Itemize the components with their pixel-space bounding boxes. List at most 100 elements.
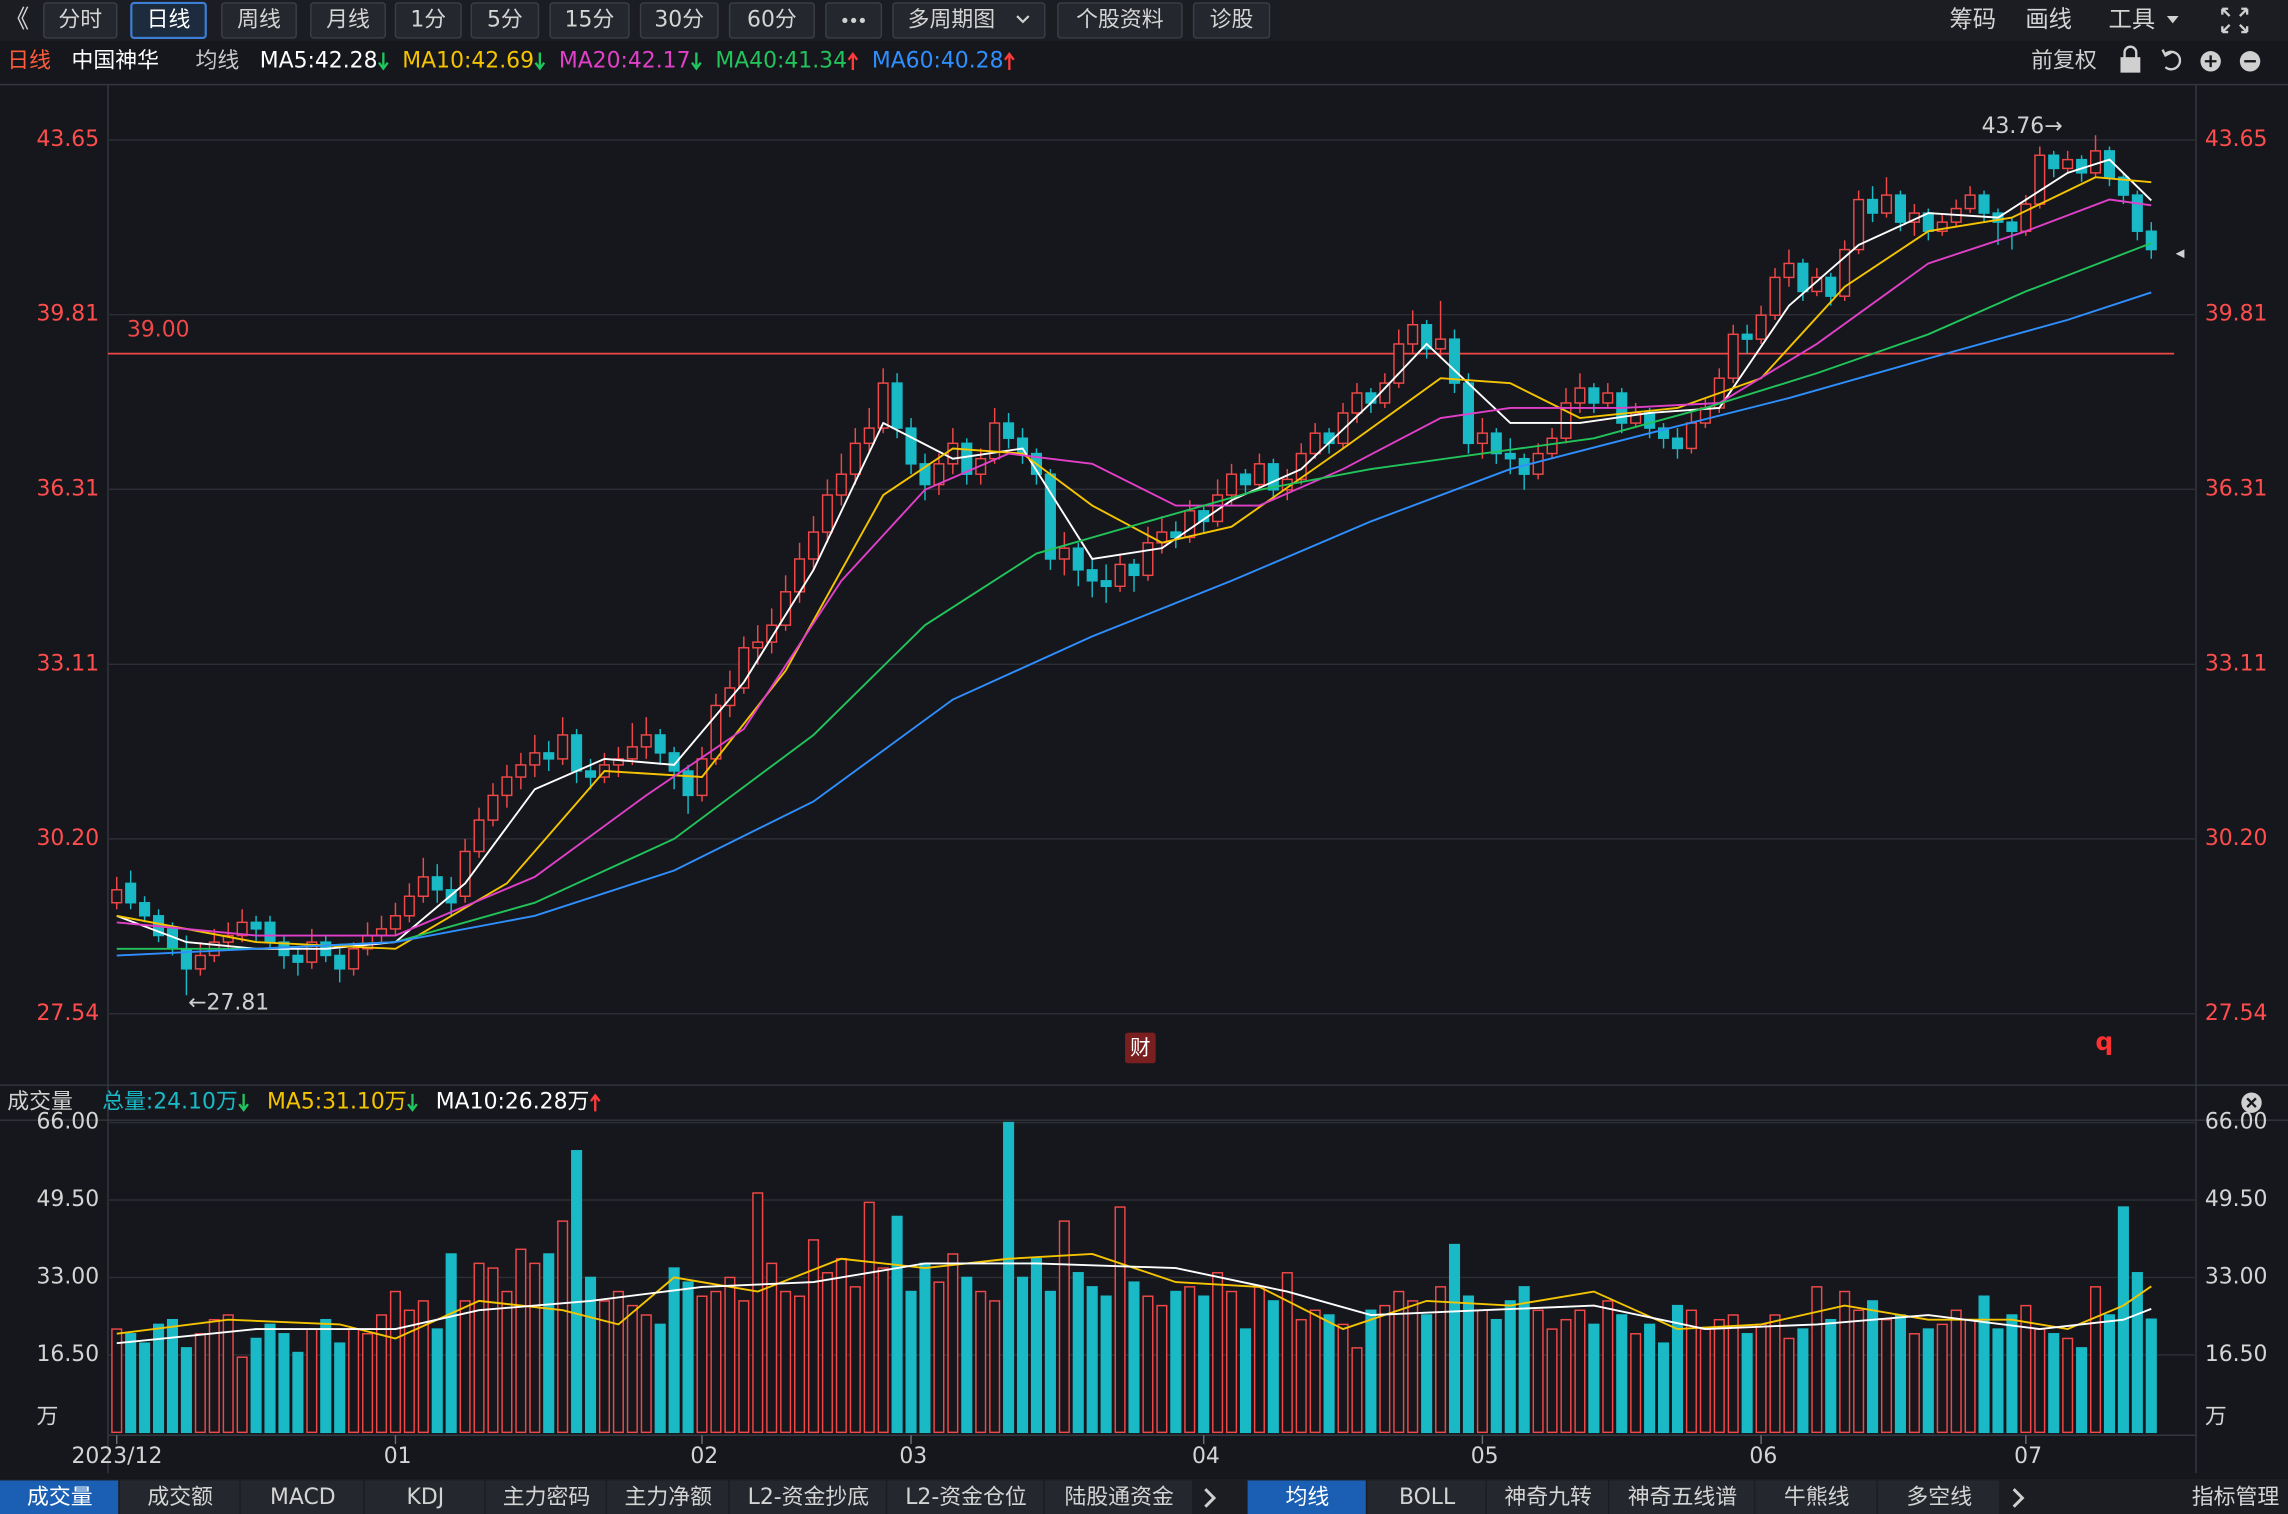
bottom-tab[interactable]: MACD: [270, 1485, 336, 1510]
back-button[interactable]: 《: [4, 4, 29, 33]
volume-bar: [375, 1314, 388, 1434]
volume-bar: [362, 1333, 374, 1434]
volume-bar: [807, 1239, 820, 1434]
bottom-tab-bg[interactable]: [607, 1480, 729, 1514]
toolbar-tab[interactable]: 15分: [565, 7, 615, 32]
bottom-tab[interactable]: KDJ: [407, 1485, 445, 1510]
bottom-tab[interactable]: 陆股通资金: [1064, 1485, 1174, 1510]
candle-body: [1727, 333, 1739, 379]
toolbar-tab-bg[interactable]: [394, 2, 462, 39]
finance-badge[interactable]: [1125, 1032, 1156, 1064]
indicator-manage[interactable]: 指标管理: [2192, 1485, 2280, 1510]
toolbar-tab[interactable]: 周线: [237, 7, 281, 32]
toolbar-tab-bg[interactable]: [728, 2, 815, 39]
candle-body: [2131, 194, 2143, 232]
volume-bar: [1128, 1281, 1140, 1434]
toolbar-extra-bg[interactable]: [1057, 2, 1183, 39]
candle-body: [626, 746, 638, 760]
volume-bar: [1003, 1121, 1015, 1434]
candle-body: [515, 764, 527, 778]
toolbar-tab-bg[interactable]: [310, 2, 386, 39]
candle-body: [125, 882, 137, 904]
toolbar-tab-bg[interactable]: [221, 2, 297, 39]
toolbar-right[interactable]: 画线: [2025, 5, 2072, 33]
toolbar-extra[interactable]: 个股资料: [1076, 7, 1164, 32]
x-tick-label: 05: [1471, 1444, 1499, 1469]
toolbar-extra-bg[interactable]: [892, 2, 1046, 39]
bottom-tab-bg[interactable]: [0, 1480, 119, 1514]
toolbar-tab[interactable]: 30分: [654, 7, 704, 32]
bottom-tab-bg[interactable]: [1044, 1480, 1193, 1514]
candle-body: [1936, 221, 1948, 232]
x-tick-label: 02: [690, 1444, 718, 1469]
candle-body: [403, 895, 415, 917]
bottom-tab[interactable]: 主力密码: [503, 1485, 591, 1510]
bottom-tab[interactable]: 多空线: [1906, 1485, 1972, 1510]
bottom-tab-bg[interactable]: [1755, 1480, 1877, 1514]
bottom-tab[interactable]: 成交量: [27, 1485, 93, 1510]
more-dot: [850, 17, 857, 24]
bottom-tab-bg[interactable]: [485, 1480, 606, 1514]
bottom-tab[interactable]: L2-资金仓位: [905, 1485, 1027, 1510]
toolbar-extra[interactable]: 诊股: [1210, 7, 1254, 32]
bottom-tab-bg[interactable]: [887, 1480, 1044, 1514]
candle-body: [1421, 323, 1433, 350]
candle-body: [807, 531, 820, 560]
bottom-tab[interactable]: L2-资金抄底: [748, 1485, 870, 1510]
ma-legend: MA5:42.28: [260, 48, 378, 73]
bottom-tab-bg[interactable]: [119, 1480, 240, 1514]
bottom-tab[interactable]: 主力净额: [625, 1485, 713, 1510]
volume-bar: [863, 1201, 875, 1434]
bottom-tab[interactable]: 成交额: [147, 1485, 213, 1510]
bottom-tab[interactable]: 神奇九转: [1504, 1485, 1592, 1510]
toolbar-tab[interactable]: 5分: [487, 7, 523, 32]
ma-line: [116, 176, 2152, 950]
toolbar-tab-bg[interactable]: [549, 2, 630, 39]
tab-scroll-arrows[interactable]: [1204, 1488, 2025, 1508]
lock-icon[interactable]: [2120, 57, 2141, 73]
candle-body: [1058, 547, 1070, 560]
toolbar-tab-bg[interactable]: [639, 2, 719, 39]
toolbar-tab[interactable]: 日线: [147, 7, 191, 32]
undo-icon[interactable]: [2161, 49, 2182, 71]
volume-tick-label-right: 49.50: [2205, 1187, 2268, 1212]
adjust-mode[interactable]: 前复权: [2031, 48, 2097, 73]
volume-bar: [1309, 1309, 1321, 1434]
volume-bar: [2048, 1333, 2060, 1434]
toolbar-tab[interactable]: 月线: [326, 7, 370, 32]
bottom-tab[interactable]: BOLL: [1399, 1485, 1456, 1510]
toolbar-right[interactable]: 工具: [2109, 5, 2156, 33]
toolbar-tab[interactable]: 60分: [747, 7, 797, 32]
bottom-tab-bg[interactable]: [1486, 1480, 1609, 1514]
toolbar-extra[interactable]: 多周期图: [908, 7, 996, 32]
volume-bar: [1908, 1333, 1920, 1434]
toolbar-tab-bg[interactable]: [43, 2, 118, 39]
candle-body: [682, 770, 694, 797]
volume-bar: [1922, 1328, 1934, 1434]
volume-bar: [543, 1253, 555, 1434]
finance-badge-text[interactable]: 财: [1130, 1036, 1150, 1060]
toolbar-right[interactable]: 筹码: [1949, 5, 1996, 33]
close-x: [2246, 1097, 2257, 1108]
toolbar-tab[interactable]: 1分: [410, 7, 446, 32]
candle-body: [905, 427, 917, 465]
toolbar-tab-bg[interactable]: [130, 1, 207, 40]
fullscreen-icon[interactable]: [2221, 7, 2249, 34]
candle-body: [1894, 194, 1906, 223]
bottom-tab-bg[interactable]: [729, 1480, 886, 1514]
toolbar-tab-bg[interactable]: [470, 2, 540, 39]
bottom-tab-bg[interactable]: [240, 1480, 364, 1514]
bottom-tab[interactable]: 均线: [1286, 1485, 1330, 1510]
bottom-tab[interactable]: 牛熊线: [1784, 1485, 1850, 1510]
bottom-tab-bg[interactable]: [1367, 1480, 1486, 1514]
volume-bar: [2020, 1304, 2032, 1434]
volume-bar: [1853, 1309, 1865, 1434]
toolbar-tab[interactable]: 分时: [58, 7, 102, 32]
bottom-tab-bg[interactable]: [364, 1480, 485, 1514]
bottom-tab-bg[interactable]: [1609, 1480, 1754, 1514]
volume-bar: [2131, 1272, 2143, 1434]
toolbar-extra-bg[interactable]: [1192, 2, 1271, 39]
bottom-tab-bg[interactable]: [1877, 1480, 2000, 1514]
bottom-tab-bg[interactable]: [1247, 1480, 1366, 1514]
bottom-tab[interactable]: 神奇五线谱: [1628, 1485, 1738, 1510]
